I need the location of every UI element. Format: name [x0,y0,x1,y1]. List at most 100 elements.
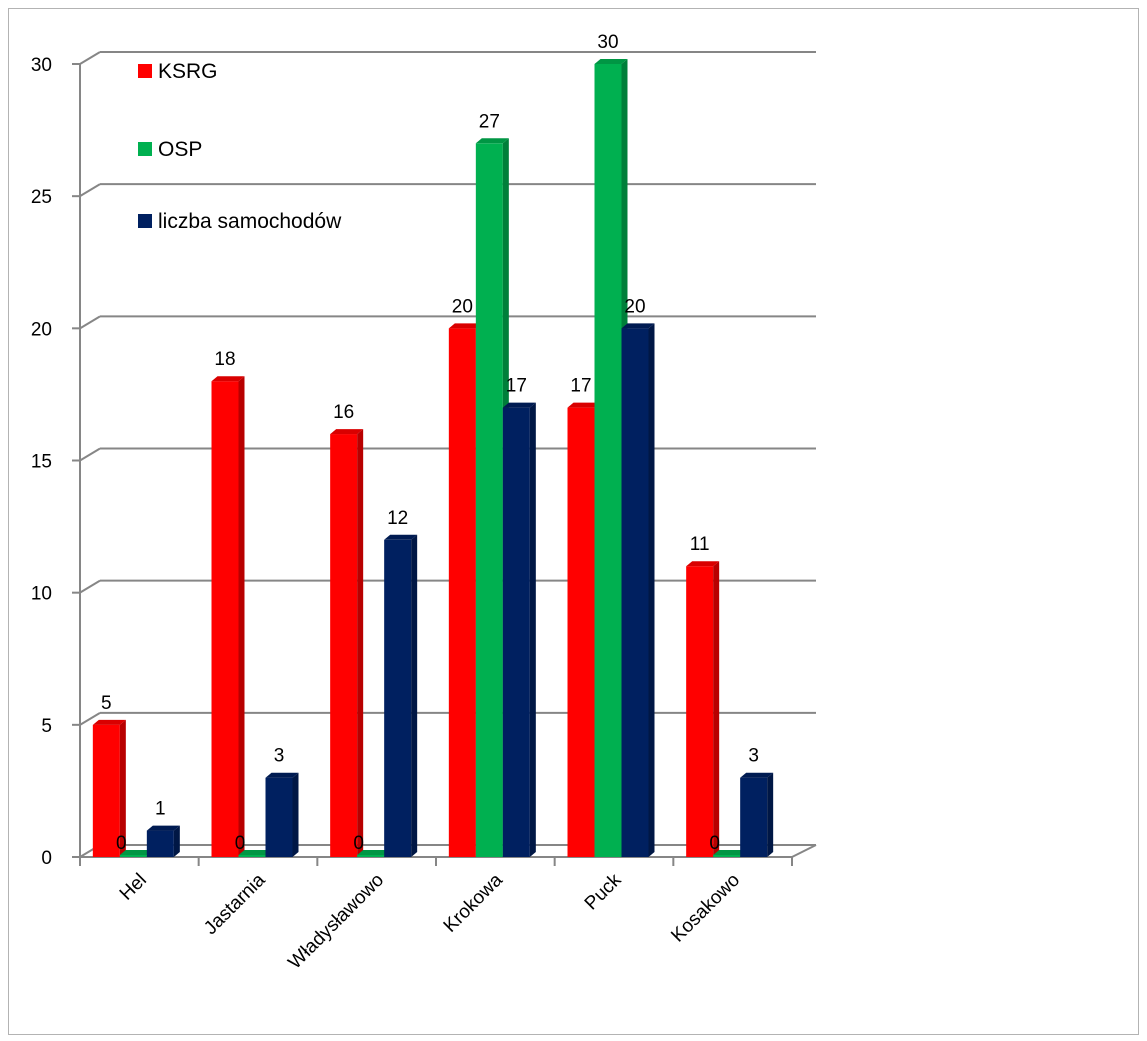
y-tick-label: 10 [31,584,52,605]
bar [146,825,180,857]
bar-front [92,724,120,857]
y-tick-label: 25 [31,187,52,208]
data-label: 20 [452,296,473,317]
data-label: 12 [387,508,408,529]
bar [384,534,418,857]
bar-front [502,407,530,857]
data-label: 17 [570,376,591,397]
legend-item: OSP [138,138,202,161]
bar [686,561,720,857]
bar [740,772,774,857]
legend-item: liczba samochodów [138,210,342,233]
bar-top [594,59,628,64]
data-label: 20 [624,296,645,317]
legend-item: KSRG [138,60,218,83]
bar-front [330,434,358,857]
bar-side [529,402,536,857]
bar-front [238,855,266,857]
data-label: 0 [116,833,127,854]
bar-top [265,772,299,778]
legend-label: liczba samochodów [158,210,342,233]
bar-side [767,772,774,857]
x-tick-label: Jastarnia [200,869,270,939]
x-axis: Hel Jastarnia Władysławowo Krokowa Puck Kosak… [79,857,793,973]
x-tick-label: Kosakowo [667,870,744,947]
bar-side [119,719,126,857]
bar [211,376,245,857]
bar-top [92,719,126,725]
bar [330,429,364,857]
bar-front [621,328,649,857]
gridline-diagonal [79,51,101,65]
bar-top [146,825,180,831]
data-label: 3 [748,746,759,767]
bar-front [265,777,293,857]
bar-top [384,534,418,540]
bar-front [357,855,385,857]
bar-front [594,64,622,857]
bar-front [713,855,741,857]
bar-front [567,407,595,857]
bar-top [502,402,536,408]
bar-top [238,850,272,855]
legend-swatch [138,64,152,78]
bar-top [475,138,509,144]
data-label: 18 [214,349,235,370]
bar-front [146,830,174,857]
gridline-diagonal [79,315,101,330]
data-label: 5 [101,693,112,714]
bar-front [475,143,503,858]
bar-front [211,381,239,857]
data-label: 17 [506,376,527,397]
gridline-diagonal [79,711,101,726]
bar [502,402,536,857]
gridline-diagonal [79,447,101,462]
gridline-diagonal [79,183,101,198]
legend: KSRG OSP liczba samochodów [138,60,342,233]
y-tick-label: 0 [41,848,52,869]
x-tick-label: Hel [116,870,151,905]
data-label: 0 [353,833,364,854]
y-tick-label: 5 [41,716,52,737]
x-tick-label: Krokowa [440,869,507,936]
bar-top [686,561,720,567]
bar-side [238,376,245,857]
bar-top [740,772,774,778]
bar [265,772,299,857]
y-tick-label: 15 [31,452,52,473]
bar-top [713,850,747,855]
y-axis: 0 5 10 15 20 25 30 [31,55,81,869]
bar-top [211,376,245,382]
bar-side [357,429,364,857]
data-label: 16 [333,402,354,423]
data-label: 1 [155,799,166,820]
bar-front [384,539,412,857]
bar-top [448,323,482,329]
bar-front [686,566,714,857]
data-label: 11 [690,534,710,555]
bar-side [713,561,720,857]
bar-side [648,323,655,857]
y-tick-label: 20 [31,319,52,340]
bar-front [448,328,476,857]
legend-swatch [138,214,152,228]
gridline-diagonal [79,579,101,594]
data-labels: 5 0 1 18 0 3 16 0 12 20 27 17 17 30 20 11 0 3 [101,32,759,854]
y-tick-label: 30 [31,55,52,76]
bar [92,719,126,857]
data-label: 0 [235,833,246,854]
data-label: 3 [274,746,285,767]
bar-top [357,850,391,855]
bar-side [411,534,418,857]
bar-top [621,323,655,329]
data-label: 30 [597,32,618,53]
data-label: 27 [479,111,500,132]
legend-swatch [138,142,152,156]
floor-edge [791,844,817,858]
bar-front [119,855,147,857]
bar [621,323,655,857]
data-label: 0 [709,833,720,854]
bars [92,59,774,858]
bar-front [740,777,768,857]
